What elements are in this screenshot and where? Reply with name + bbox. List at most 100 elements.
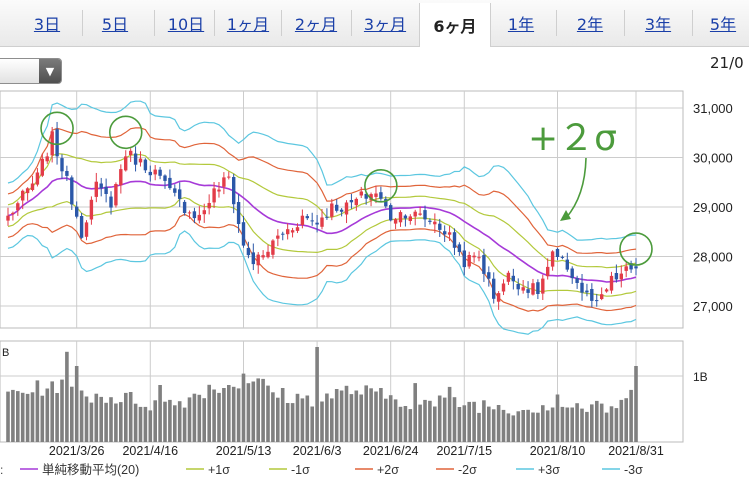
tab-period-9[interactable]: 3年	[644, 15, 672, 34]
candle-body	[609, 275, 614, 291]
candle-body	[119, 169, 123, 186]
volume-bar	[153, 400, 157, 442]
volume-bar	[388, 395, 393, 442]
date-tick-label: 2021/6/3	[293, 444, 342, 458]
candle-body	[232, 177, 236, 205]
candle-body	[506, 272, 511, 282]
candle-body	[467, 255, 471, 267]
band-plus2-sigma	[7, 127, 637, 255]
candle-body	[595, 300, 599, 302]
candle-body	[99, 183, 103, 189]
volume-bar	[619, 399, 624, 442]
candle-body	[438, 223, 442, 230]
volume-bar	[491, 409, 496, 442]
volume-bar	[325, 393, 329, 442]
annotation-arrowhead	[560, 210, 571, 221]
chevron-down-icon: ▼	[39, 59, 61, 83]
volume-bar	[182, 407, 187, 442]
tab-period-8[interactable]: 2年	[576, 15, 604, 34]
volume-bar	[442, 397, 447, 442]
legend-label: +1σ	[208, 463, 230, 477]
band-minus2-sigma	[7, 213, 637, 312]
volume-bar	[501, 409, 506, 442]
candle-body	[590, 289, 594, 301]
candle-body	[227, 176, 231, 178]
volume-bar	[536, 412, 540, 442]
tab-period-0[interactable]: 3日	[33, 15, 61, 34]
candle-body	[452, 232, 457, 248]
candle-body	[246, 248, 251, 256]
candle-body	[133, 153, 138, 165]
candle-body	[202, 210, 206, 215]
chart-type-dropdown[interactable]: ▼	[0, 58, 62, 84]
candle-body	[580, 282, 584, 293]
volume-bar	[20, 392, 25, 442]
volume-bar	[506, 413, 511, 442]
volume-bar	[50, 381, 54, 442]
tab-period-2[interactable]: 10日	[167, 15, 205, 34]
candle-body	[217, 189, 221, 192]
tab-period-10[interactable]: 5年	[709, 15, 737, 34]
candle-body	[565, 259, 569, 270]
volume-bar	[84, 396, 89, 442]
volume-tick-label: 1B	[693, 370, 708, 384]
candle-body	[182, 201, 187, 213]
candle-body	[148, 171, 152, 176]
volume-bar	[192, 393, 197, 442]
candle-body	[281, 233, 285, 235]
volume-bar	[339, 390, 344, 442]
highlight-circle	[40, 111, 74, 146]
volume-bar	[251, 381, 256, 442]
volume-bar	[393, 399, 398, 442]
tab-separator	[281, 10, 282, 36]
candle-body	[325, 216, 329, 218]
volume-bar	[403, 406, 408, 442]
candle-body	[143, 159, 148, 171]
tab-period-1[interactable]: 5日	[101, 15, 129, 34]
volume-bar	[30, 392, 35, 442]
candle-body	[295, 227, 300, 231]
tab-period-5[interactable]: 3ヶ月	[363, 15, 407, 34]
candle-body	[443, 231, 447, 235]
candle-body	[585, 290, 589, 293]
candle-body	[369, 194, 373, 201]
candle-body	[266, 251, 270, 258]
candle-body	[408, 216, 412, 221]
highlight-circle	[619, 232, 653, 266]
candle-body	[6, 215, 10, 221]
tab-period-3[interactable]: 1ヶ月	[226, 15, 270, 34]
tab-period-4[interactable]: 2ヶ月	[294, 15, 338, 34]
volume-bar	[114, 403, 118, 442]
volume-bar	[560, 406, 565, 442]
volume-bar	[25, 393, 30, 442]
volume-bar	[16, 391, 20, 442]
candle-body	[276, 235, 280, 239]
volume-bar	[187, 397, 192, 442]
highlight-circle	[364, 169, 398, 203]
candle-body	[197, 214, 201, 221]
tab-period-6[interactable]: 6ヶ月	[419, 3, 491, 47]
candle-body	[447, 232, 452, 235]
volume-bar	[45, 388, 50, 442]
candle-body	[236, 202, 241, 224]
volume-bar	[163, 401, 167, 442]
volume-bar	[197, 394, 202, 442]
volume-bar	[207, 384, 211, 442]
candle-body	[320, 217, 324, 227]
candle-body	[173, 188, 177, 193]
volume-bar	[79, 390, 84, 442]
moving-average-20	[7, 177, 637, 283]
candle-body	[290, 230, 295, 233]
annotation-plus2sigma: +２σ	[528, 118, 617, 159]
candle-body	[114, 184, 118, 206]
volume-bar	[418, 404, 422, 442]
candle-body	[300, 215, 305, 225]
candle-body	[501, 283, 506, 292]
candle-body	[511, 275, 515, 282]
candle-body	[104, 186, 108, 194]
candle-body	[487, 272, 491, 279]
candle-body	[516, 284, 520, 290]
tab-period-7[interactable]: 1年	[507, 15, 535, 34]
candle-body	[389, 205, 393, 221]
candle-body	[55, 129, 59, 157]
